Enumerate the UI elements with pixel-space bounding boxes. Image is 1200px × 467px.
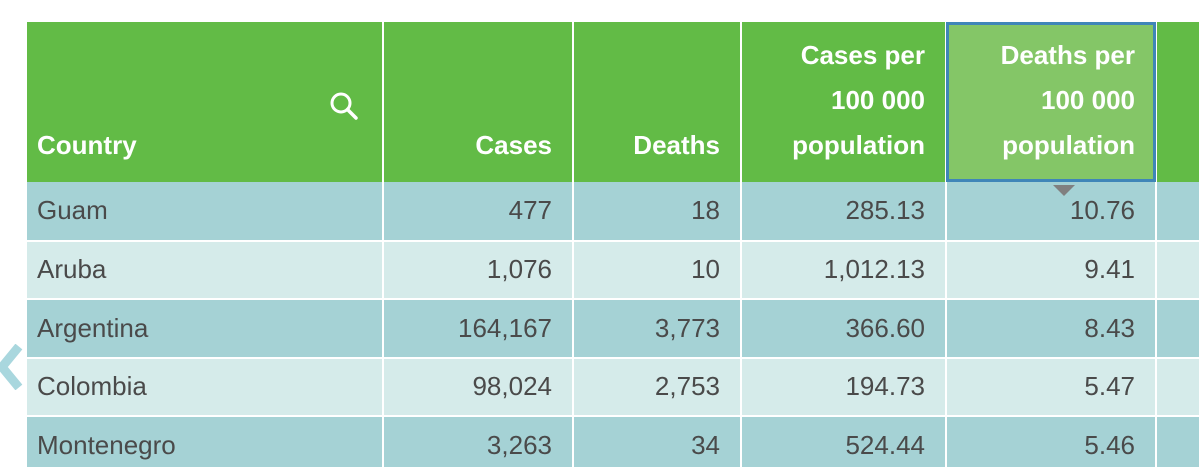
cell-cases: 477 bbox=[382, 182, 574, 242]
cell-deaths: 34 bbox=[572, 416, 742, 467]
cell-cases: 3,263 bbox=[382, 416, 574, 467]
cell-cases-per-100k: 285.13 bbox=[740, 182, 947, 242]
table-row[interactable]: Colombia 98,024 2,753 194.73 5.47 bbox=[27, 357, 1200, 417]
cell-cases-per-100k: 194.73 bbox=[740, 357, 947, 417]
column-header-label: Country bbox=[37, 130, 137, 160]
cell-deaths: 18 bbox=[572, 182, 742, 242]
cell-deaths-per-100k: 5.47 bbox=[945, 357, 1157, 417]
column-header-label: Deaths bbox=[633, 130, 720, 160]
column-header-deaths-per-100k[interactable]: Deaths per 100 000 population bbox=[945, 22, 1157, 196]
cell-country: Argentina bbox=[27, 299, 384, 359]
search-icon[interactable] bbox=[328, 90, 360, 122]
cell-cases-per-100k: 1,012.13 bbox=[740, 240, 947, 300]
cell-cases: 1,076 bbox=[382, 240, 574, 300]
table-row[interactable]: Argentina 164,167 3,773 366.60 8.43 bbox=[27, 299, 1200, 359]
cell-deaths: 10 bbox=[572, 240, 742, 300]
cell-country: Montenegro bbox=[27, 416, 384, 467]
cell-deaths: 3,773 bbox=[572, 299, 742, 359]
cell-country: Colombia bbox=[27, 357, 384, 417]
cell-country: Guam bbox=[27, 182, 384, 242]
cell-overflow bbox=[1155, 299, 1200, 359]
column-header-cases[interactable]: Cases bbox=[382, 22, 574, 182]
cell-cases: 98,024 bbox=[382, 357, 574, 417]
table-row[interactable]: Guam 477 18 285.13 10.76 bbox=[27, 182, 1200, 242]
cell-overflow bbox=[1155, 416, 1200, 467]
column-header-country[interactable]: Country bbox=[27, 22, 384, 182]
chevron-left-icon[interactable] bbox=[0, 344, 24, 390]
data-table-container: Country Cases Deaths Cases per 100 000 p… bbox=[27, 22, 1200, 467]
table-row[interactable]: Montenegro 3,263 34 524.44 5.46 bbox=[27, 416, 1200, 467]
cell-deaths-per-100k: 8.43 bbox=[945, 299, 1157, 359]
cell-cases: 164,167 bbox=[382, 299, 574, 359]
table-row[interactable]: Aruba 1,076 10 1,012.13 9.41 bbox=[27, 240, 1200, 300]
table-header-row: Country Cases Deaths Cases per 100 000 p… bbox=[27, 22, 1200, 196]
sort-descending-arrow-icon bbox=[1053, 185, 1075, 196]
cell-overflow bbox=[1155, 182, 1200, 242]
cell-overflow bbox=[1155, 357, 1200, 417]
cell-deaths-per-100k: 10.76 bbox=[945, 182, 1157, 242]
cell-cases-per-100k: 524.44 bbox=[740, 416, 947, 467]
column-header-label: Cases per 100 000 population bbox=[792, 40, 925, 160]
cell-deaths-per-100k: 5.46 bbox=[945, 416, 1157, 467]
column-header-overflow bbox=[1155, 22, 1200, 182]
covid-stats-table: Country Cases Deaths Cases per 100 000 p… bbox=[27, 22, 1200, 467]
cell-deaths: 2,753 bbox=[572, 357, 742, 417]
cell-overflow bbox=[1155, 240, 1200, 300]
column-header-cases-per-100k[interactable]: Cases per 100 000 population bbox=[740, 22, 947, 182]
column-header-label: Cases bbox=[475, 130, 552, 160]
column-header-label: Deaths per 100 000 population bbox=[1000, 40, 1135, 160]
cell-country: Aruba bbox=[27, 240, 384, 300]
cell-deaths-per-100k: 9.41 bbox=[945, 240, 1157, 300]
column-header-deaths[interactable]: Deaths bbox=[572, 22, 742, 182]
cell-cases-per-100k: 366.60 bbox=[740, 299, 947, 359]
